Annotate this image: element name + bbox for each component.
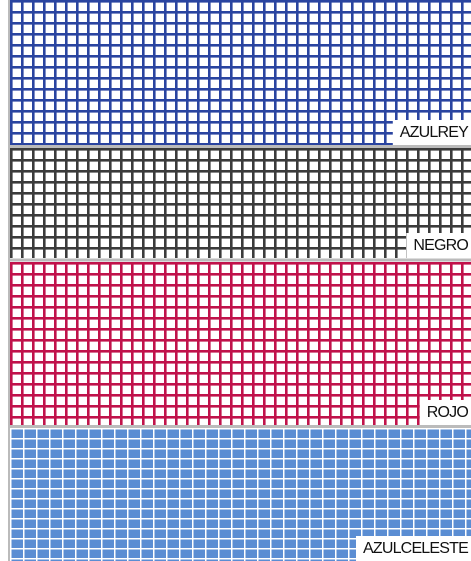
label-background	[392, 120, 471, 145]
label-text: AZULREY	[400, 124, 469, 141]
label-background	[406, 233, 471, 258]
swatch-label: NEGRO	[406, 233, 471, 258]
swatch	[10, 262, 471, 425]
label-text: ROJO	[427, 404, 469, 421]
separator	[8, 258, 471, 262]
swatch-label: ROJO	[419, 400, 471, 425]
swatch-label: AZULREY	[392, 120, 471, 145]
separator	[8, 425, 471, 428]
swatch	[10, 148, 471, 258]
separator	[8, 0, 10, 561]
separator	[8, 145, 471, 148]
label-text: NEGRO	[413, 237, 468, 254]
label-background	[355, 536, 471, 561]
label-background	[419, 400, 471, 425]
swatch-label: AZULCELESTE	[355, 536, 471, 561]
label-text: AZULCELESTE	[363, 540, 468, 557]
